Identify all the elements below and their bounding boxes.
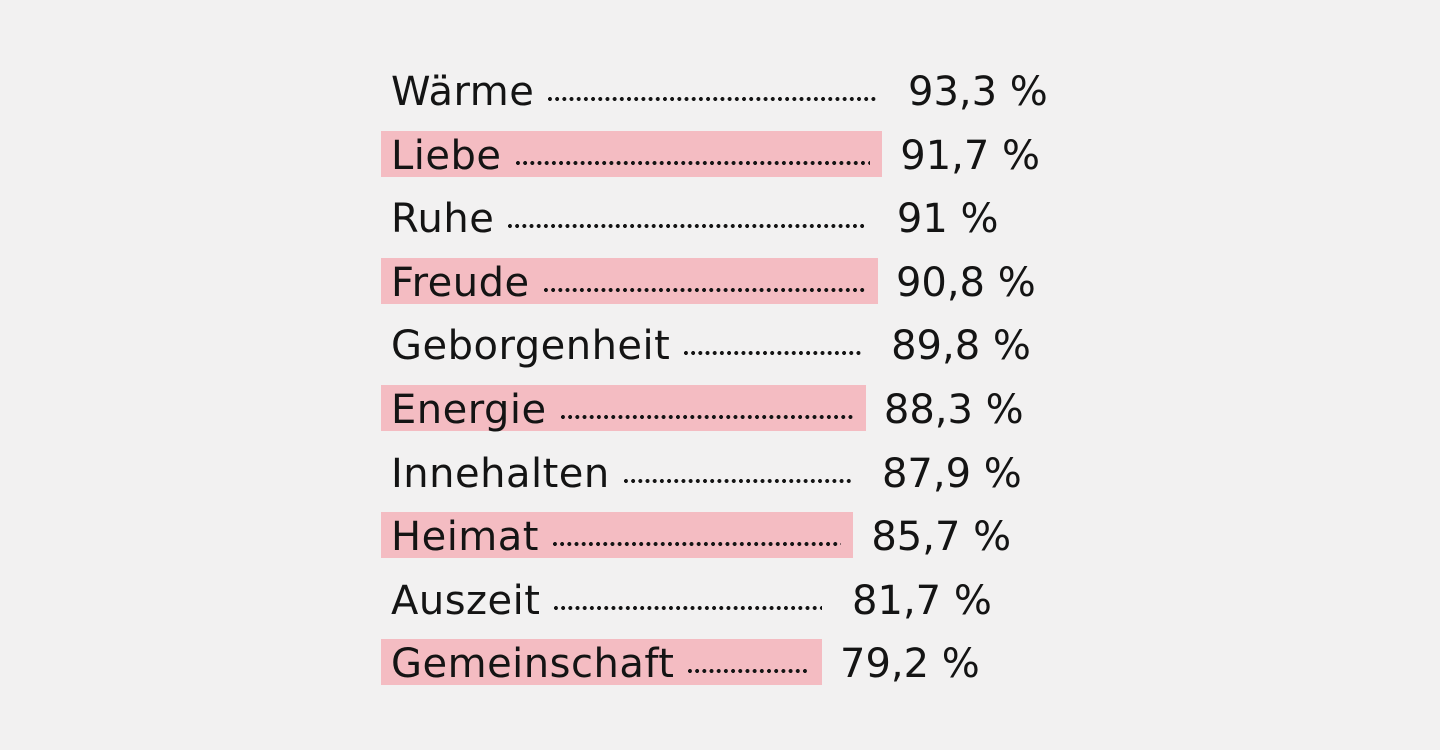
category-label: Auszeit: [391, 577, 541, 624]
dot-leader: [554, 605, 823, 610]
list-row: Ruhe 91 %: [0, 194, 1440, 243]
value-label: 91 %: [896, 196, 999, 243]
dot-leader: [688, 669, 810, 674]
highlight-bar: [381, 385, 866, 431]
category-label: Heimat: [391, 514, 539, 561]
value-label: 88,3 %: [883, 387, 1024, 433]
dot-leader: [515, 160, 871, 165]
value-label: 93,3 %: [908, 69, 1048, 115]
category-label: Wärme: [391, 69, 535, 115]
dot-leader: [552, 542, 842, 547]
highlight-bar: [381, 130, 883, 177]
list-row: Liebe 91,7 %: [0, 130, 1440, 179]
highlight-bar: [381, 512, 854, 559]
list-row: Geborgenheit 89,8 %: [0, 321, 1440, 370]
category-label: Geborgenheit: [391, 323, 671, 370]
category-label: Energie: [391, 387, 547, 433]
value-label: 81,7 %: [852, 577, 992, 624]
value-label: 90,8 %: [895, 259, 1036, 306]
list-row: Auszeit 81,7 %: [0, 576, 1440, 624]
highlight-bar: [381, 257, 878, 304]
dot-leader: [623, 478, 852, 483]
list-row: Wärme 93,3 %: [0, 67, 1440, 115]
list-row: Gemeinschaft 79,2 %: [0, 639, 1440, 688]
list-row: Innehalten 87,9 %: [0, 449, 1440, 497]
dot-leader: [543, 287, 866, 292]
dot-leader: [508, 224, 867, 229]
category-label: Ruhe: [391, 196, 495, 243]
list-row: Energie 88,3 %: [0, 385, 1440, 433]
category-label: Freude: [391, 259, 530, 306]
category-label: Liebe: [391, 132, 502, 179]
value-label: 91,7 %: [900, 132, 1041, 179]
list-row: Heimat 85,7 %: [0, 512, 1440, 561]
category-label: Innehalten: [391, 450, 610, 497]
dot-leader: [548, 97, 878, 101]
dot-leader: [560, 415, 854, 419]
highlight-bar: [381, 639, 822, 686]
list-row: Freude 90,8 %: [0, 257, 1440, 306]
value-label: 85,7 %: [871, 514, 1012, 561]
value-label: 87,9 %: [881, 450, 1022, 497]
value-label: 89,8 %: [891, 323, 1031, 370]
category-label: Gemeinschaft: [391, 641, 675, 688]
value-label: 79,2 %: [840, 641, 980, 688]
dot-leader: [684, 351, 862, 356]
